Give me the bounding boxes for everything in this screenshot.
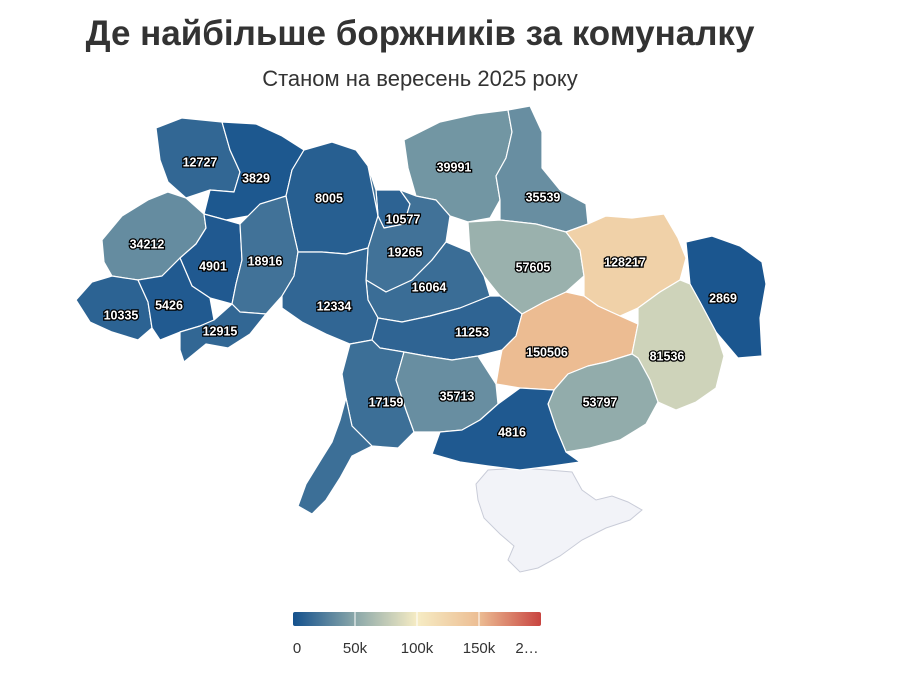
legend-tick-label: 0 (293, 640, 301, 657)
value-label-lviv: 34212 (130, 237, 165, 251)
value-label-kharkiv: 128217 (604, 255, 646, 269)
region-chernivtsi[interactable] (179, 303, 267, 363)
legend-tick-label: 100k (401, 640, 434, 657)
value-label-luhansk: 2869 (709, 291, 737, 305)
value-label-vinnytsia: 12334 (317, 299, 352, 313)
regions-layer (75, 105, 767, 515)
legend-tick-label: 50k (343, 640, 368, 657)
value-label-ivano-frankivsk: 5426 (155, 298, 183, 312)
region-kherson[interactable] (431, 387, 581, 471)
value-label-kherson: 4816 (498, 425, 526, 439)
value-label-kyiv-oblast: 19265 (388, 245, 423, 259)
legend-tick-label: 2… (515, 640, 538, 657)
value-label-cherkasy: 16064 (412, 280, 447, 294)
value-label-ternopil: 4901 (199, 259, 227, 273)
value-label-kirovohrad: 11253 (455, 325, 489, 339)
map-title: Де найбільше боржників за комуналку (85, 14, 755, 53)
value-label-zaporizhzhia: 53797 (583, 395, 618, 409)
value-label-khmelnytskyi: 18916 (248, 254, 283, 268)
value-label-dnipropetrovsk: 150506 (526, 345, 568, 359)
region-odesa-south[interactable] (297, 397, 373, 515)
value-label-donetsk: 81536 (650, 349, 685, 363)
region-crimea (475, 467, 643, 573)
value-label-chernihiv: 39991 (437, 160, 472, 174)
color-legend: 0 50k 100k 150k 2… (293, 612, 541, 657)
value-label-sumy: 35539 (526, 190, 561, 204)
value-label-kyiv-city: 10577 (386, 212, 421, 226)
value-label-poltava: 57605 (516, 260, 551, 274)
value-label-volyn: 12727 (183, 155, 218, 169)
region-vinnytsia[interactable] (281, 247, 379, 345)
value-label-zakarpattia: 10335 (104, 308, 139, 322)
value-label-mykolaiv: 35713 (440, 389, 475, 403)
value-label-zhytomyr: 8005 (315, 191, 343, 205)
value-label-chernivtsi: 12915 (203, 324, 238, 338)
value-label-rivne: 3829 (242, 171, 270, 185)
region-ternopil[interactable] (179, 213, 243, 305)
map-subtitle: Станом на вересень 2025 року (262, 66, 578, 91)
legend-tick-label: 150k (463, 640, 496, 657)
value-label-odesa: 17159 (369, 395, 404, 409)
value-labels-layer: 12727 3829 8005 10577 39991 35539 34212 4901 189… (102, 154, 738, 441)
